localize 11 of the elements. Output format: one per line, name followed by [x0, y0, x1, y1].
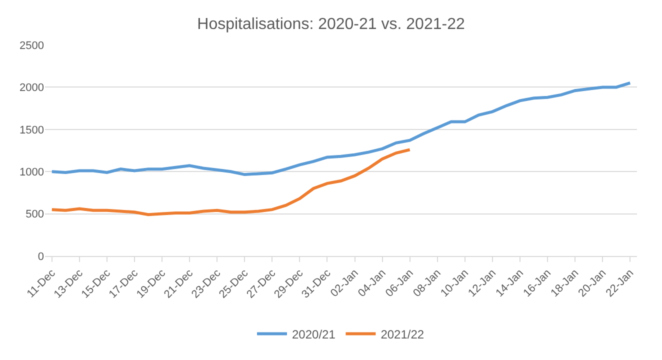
y-tick-label: 2000	[20, 82, 44, 94]
y-tick-label: 1000	[20, 166, 44, 178]
line-series	[50, 148, 412, 216]
legend-label: 2021/22	[380, 327, 424, 342]
line-series	[50, 81, 632, 176]
y-tick-label: 500	[26, 208, 44, 221]
y-tick-label: 2500	[20, 40, 44, 52]
chart-title: Hospitalisations: 2020-21 vs. 2021-22	[197, 16, 465, 34]
y-tick-label: 0	[38, 250, 44, 263]
legend-label: 2020/21	[292, 327, 336, 342]
y-tick-label: 1500	[20, 124, 44, 136]
